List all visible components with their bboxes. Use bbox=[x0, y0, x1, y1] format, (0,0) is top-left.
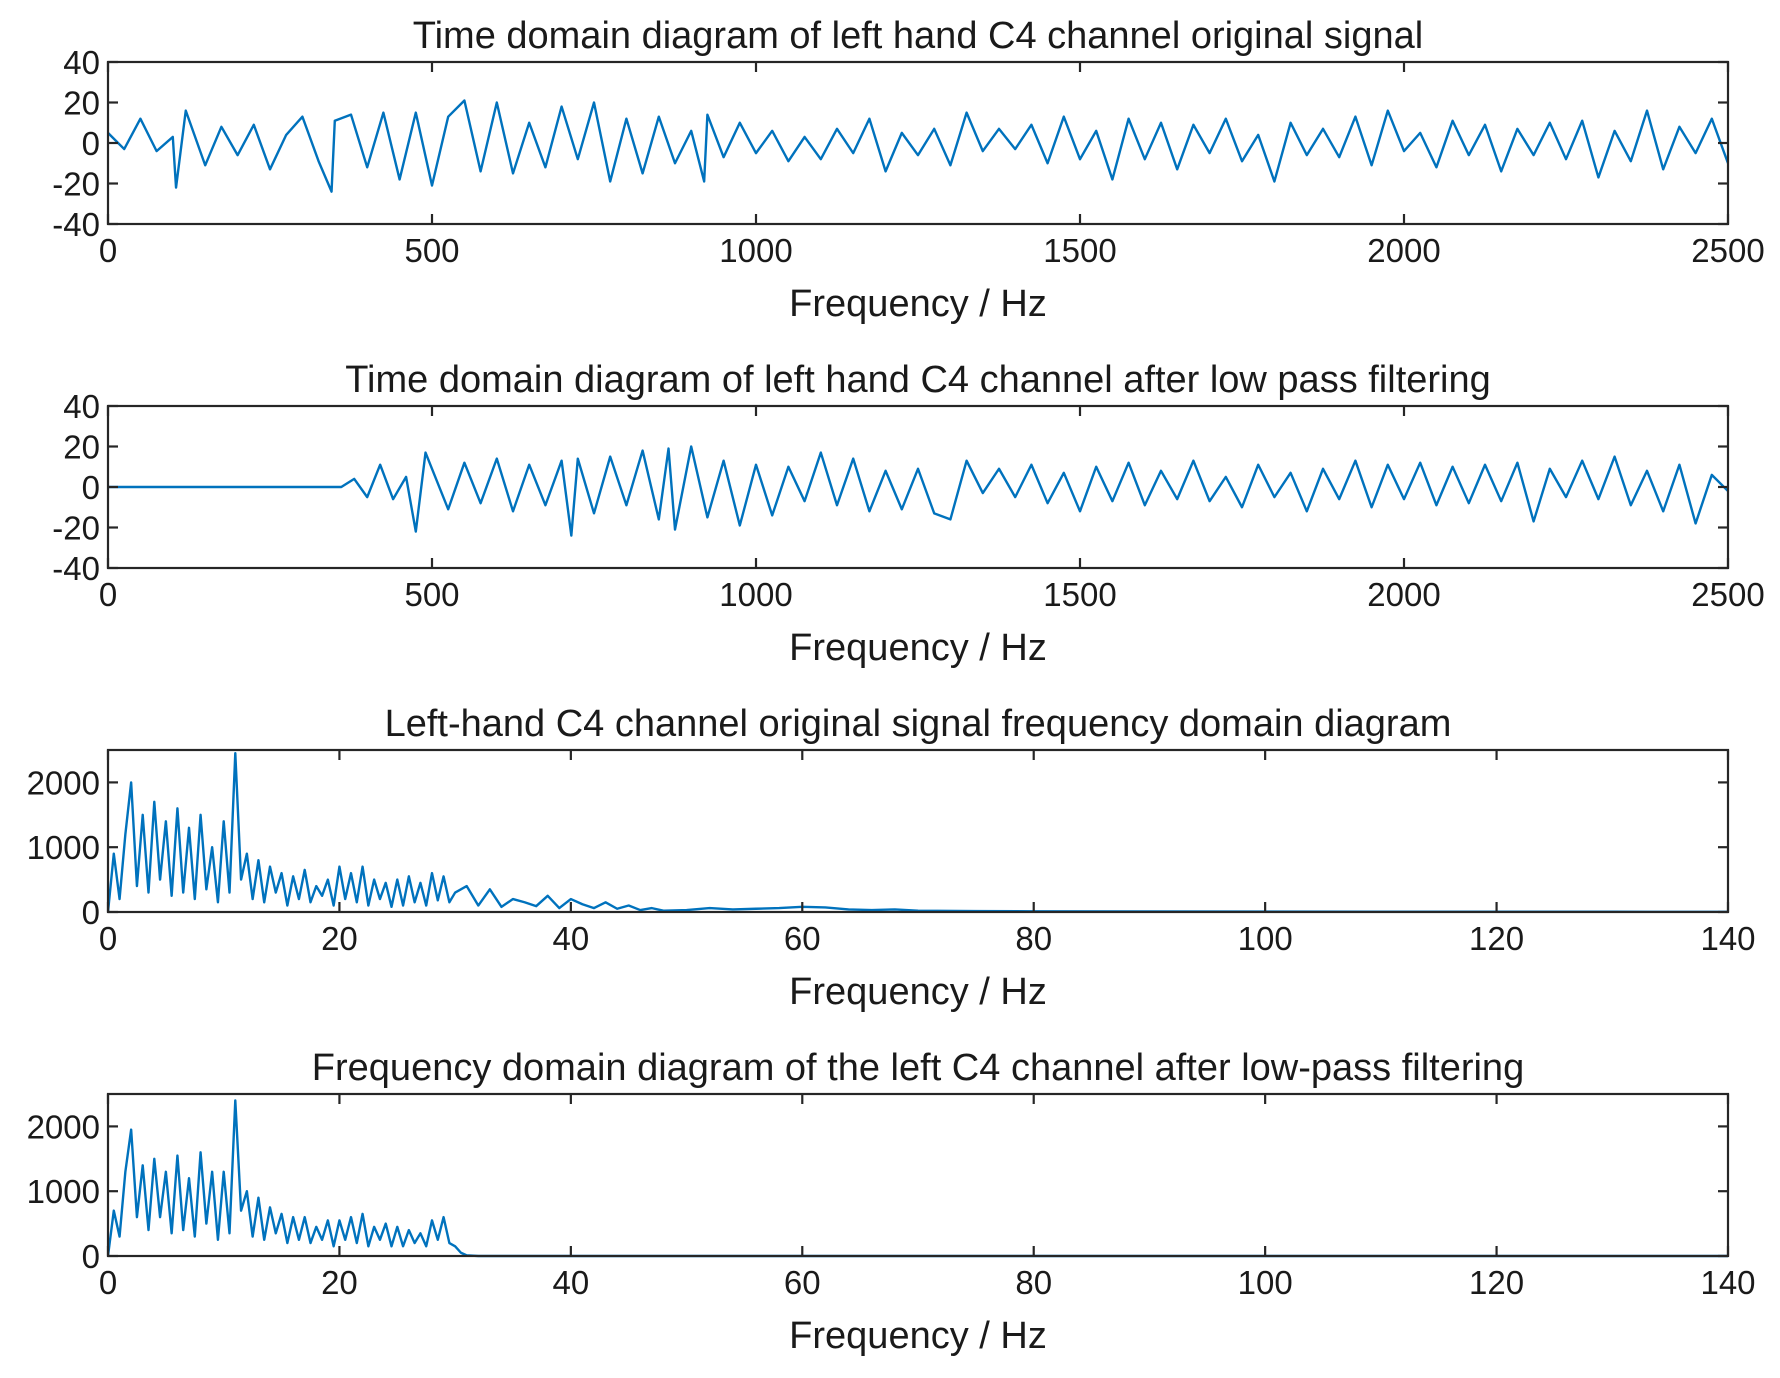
y-tick-label: 40 bbox=[63, 44, 100, 81]
y-tick-label: 0 bbox=[82, 469, 100, 506]
x-tick-label: 80 bbox=[1015, 920, 1052, 957]
x-tick-label: 2500 bbox=[1691, 576, 1764, 613]
x-tick-label: 1500 bbox=[1043, 232, 1116, 269]
y-tick-label: 20 bbox=[63, 85, 100, 122]
chart-panel-2: Time domain diagram of left hand C4 chan… bbox=[52, 359, 1764, 669]
y-tick-label: 40 bbox=[63, 388, 100, 425]
plot-frame bbox=[106, 404, 1730, 570]
y-tick-label: -40 bbox=[52, 550, 100, 587]
x-tick-label: 20 bbox=[321, 1264, 358, 1301]
x-tick-label: 0 bbox=[99, 576, 117, 613]
chart-title: Frequency domain diagram of the left C4 … bbox=[312, 1047, 1524, 1089]
y-tick-label: 0 bbox=[82, 1238, 100, 1275]
x-tick-label: 500 bbox=[404, 232, 459, 269]
x-tick-label: 0 bbox=[99, 1264, 117, 1301]
chart-panel-4: Frequency domain diagram of the left C4 … bbox=[27, 1047, 1756, 1357]
x-tick-label: 120 bbox=[1469, 920, 1524, 957]
x-tick-label: 140 bbox=[1700, 1264, 1755, 1301]
y-tick-label: 1000 bbox=[27, 829, 100, 866]
plot-frame bbox=[106, 1092, 1730, 1258]
series-line-1 bbox=[108, 1099, 1728, 1258]
x-tick-label: 60 bbox=[784, 920, 821, 957]
x-tick-label: 2000 bbox=[1367, 232, 1440, 269]
y-tick-label: 2000 bbox=[27, 764, 100, 801]
x-tick-label: 80 bbox=[1015, 1264, 1052, 1301]
x-tick-label: 60 bbox=[784, 1264, 821, 1301]
x-axis-label: Frequency / Hz bbox=[789, 283, 1047, 325]
series-line-1 bbox=[108, 99, 1728, 193]
x-axis-label: Frequency / Hz bbox=[789, 1315, 1047, 1357]
y-tick-label: -20 bbox=[52, 510, 100, 547]
y-tick-label: 20 bbox=[63, 429, 100, 466]
y-tick-label: 2000 bbox=[27, 1108, 100, 1145]
x-tick-label: 2000 bbox=[1367, 576, 1440, 613]
x-tick-label: 2500 bbox=[1691, 232, 1764, 269]
y-tick-label: 0 bbox=[82, 894, 100, 931]
chart-panel-1: Time domain diagram of left hand C4 chan… bbox=[52, 15, 1764, 325]
x-tick-label: 40 bbox=[552, 920, 589, 957]
y-tick-label: 0 bbox=[82, 125, 100, 162]
chart-title: Time domain diagram of left hand C4 chan… bbox=[345, 359, 1491, 401]
x-tick-label: 500 bbox=[404, 576, 459, 613]
x-tick-label: 1000 bbox=[719, 232, 792, 269]
series-line-1 bbox=[108, 445, 1728, 537]
x-tick-label: 0 bbox=[99, 920, 117, 957]
y-tick-label: -40 bbox=[52, 206, 100, 243]
x-tick-label: 20 bbox=[321, 920, 358, 957]
x-tick-label: 0 bbox=[99, 232, 117, 269]
chart-title: Left-hand C4 channel original signal fre… bbox=[385, 703, 1452, 745]
x-tick-label: 120 bbox=[1469, 1264, 1524, 1301]
y-tick-label: 1000 bbox=[27, 1173, 100, 1210]
x-tick-label: 1000 bbox=[719, 576, 792, 613]
y-tick-label: -20 bbox=[52, 166, 100, 203]
x-axis-label: Frequency / Hz bbox=[789, 627, 1047, 669]
x-tick-label: 140 bbox=[1700, 920, 1755, 957]
chart-panel-3: Left-hand C4 channel original signal fre… bbox=[27, 703, 1756, 1013]
chart-title: Time domain diagram of left hand C4 chan… bbox=[413, 15, 1423, 57]
series-line-1 bbox=[108, 752, 1728, 914]
x-axis-label: Frequency / Hz bbox=[789, 971, 1047, 1013]
plot-frame bbox=[106, 60, 1730, 226]
x-tick-label: 1500 bbox=[1043, 576, 1116, 613]
plot-frame bbox=[106, 748, 1730, 914]
x-tick-label: 100 bbox=[1238, 1264, 1293, 1301]
x-tick-label: 40 bbox=[552, 1264, 589, 1301]
x-tick-label: 100 bbox=[1238, 920, 1293, 957]
